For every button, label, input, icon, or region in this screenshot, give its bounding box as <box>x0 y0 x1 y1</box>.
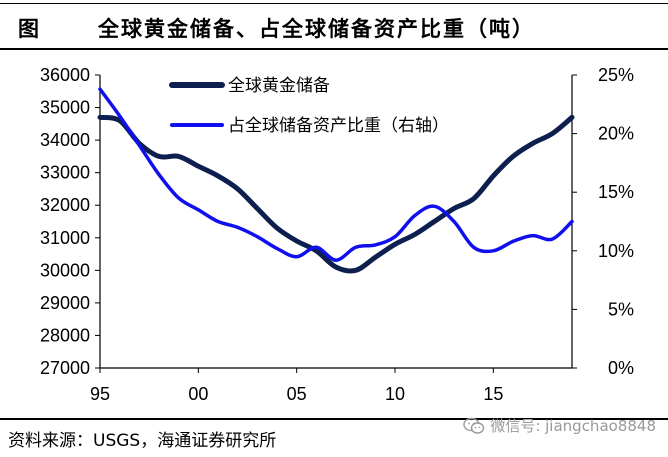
chart-area: 27000 28000 29000 30000 31000 32000 33000 34000… <box>40 65 634 404</box>
chart-legend: 全球黄金储备 占全球储备资产比重（右轴） <box>169 76 449 136</box>
x-tick-label: 10 <box>385 384 405 404</box>
title-top-rule <box>0 3 668 4</box>
figure-title: 全球黄金储备、占全球储备资产比重（吨） <box>98 17 535 41</box>
x-tick-label: 15 <box>483 384 503 404</box>
y-left-tick-label: 34000 <box>40 130 90 150</box>
watermark: 微信号: jiangchao8848 <box>463 415 656 436</box>
legend-label-gold-reserves: 全球黄金储备 <box>228 76 330 96</box>
y-left-tick-label: 29000 <box>40 293 90 313</box>
series-line-share-of-reserves <box>98 87 574 262</box>
wechat-icon <box>463 417 485 434</box>
y-right-tick-label: 5% <box>608 299 634 319</box>
x-tick-label: 00 <box>188 384 208 404</box>
x-tick-label: 05 <box>287 384 307 404</box>
y-left-tick-label: 35000 <box>40 98 90 118</box>
series-line-gold-reserves <box>97 114 575 274</box>
chart-series <box>97 87 575 274</box>
y-left-tick-label: 33000 <box>40 163 90 183</box>
y-right-tick-label: 15% <box>598 182 634 202</box>
y-left-tick-label: 31000 <box>40 228 90 248</box>
title-bottom-rule <box>0 48 668 50</box>
y-left-tick-label: 30000 <box>40 260 90 280</box>
figure-title-bar: 图 全球黄金储备、占全球储备资产比重（吨） <box>0 0 668 50</box>
watermark-text: 微信号: jiangchao8848 <box>490 417 656 435</box>
source-note: 资料来源：USGS，海通证券研究所 <box>8 431 277 451</box>
y-right-tick-label: 0% <box>608 358 634 378</box>
y-left-tick-label: 32000 <box>40 195 90 215</box>
source-top-rule <box>0 418 668 420</box>
legend-label-share: 占全球储备资产比重（右轴） <box>228 116 449 136</box>
y-left-tick-label: 28000 <box>40 325 90 345</box>
x-tick-label: 95 <box>90 384 110 404</box>
chart-axes: 27000 28000 29000 30000 31000 32000 33000 34000… <box>40 65 634 404</box>
figure-label: 图 <box>18 17 39 41</box>
y-right-tick-label: 20% <box>598 124 634 144</box>
y-right-tick-label: 10% <box>598 241 634 261</box>
y-left-tick-label: 36000 <box>40 65 90 85</box>
y-right-tick-label: 25% <box>598 65 634 85</box>
y-left-tick-label: 27000 <box>40 358 90 378</box>
